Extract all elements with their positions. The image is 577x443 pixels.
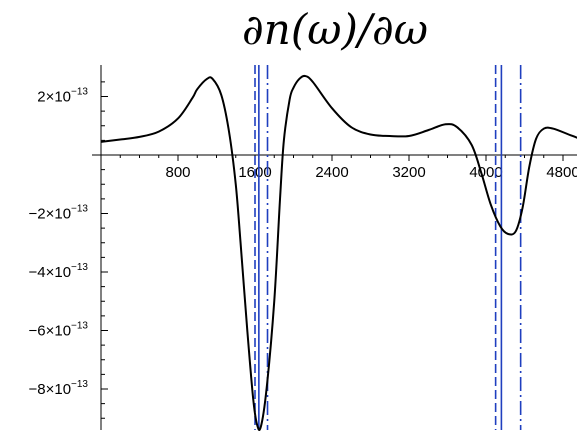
x-tick-label: 4800: [546, 164, 577, 181]
y-tick-label: −2×10−13: [28, 204, 88, 223]
chart-title: ∂n(ω)/∂ω: [242, 5, 428, 54]
plot-area: 8001600240032004000480056002×10−13−2×10−…: [28, 65, 577, 431]
x-tick-label: 4000: [469, 164, 502, 181]
y-tick-label: −8×10−13: [28, 379, 88, 398]
series-line: [100, 74, 577, 431]
y-tick-label: 2×10−13: [37, 87, 88, 106]
y-tick-label: −4×10−13: [28, 262, 88, 281]
y-tick-label: −6×10−13: [28, 321, 88, 340]
x-tick-label: 3200: [392, 164, 425, 181]
x-tick-label: 800: [165, 164, 190, 181]
x-tick-label: 2400: [315, 164, 348, 181]
